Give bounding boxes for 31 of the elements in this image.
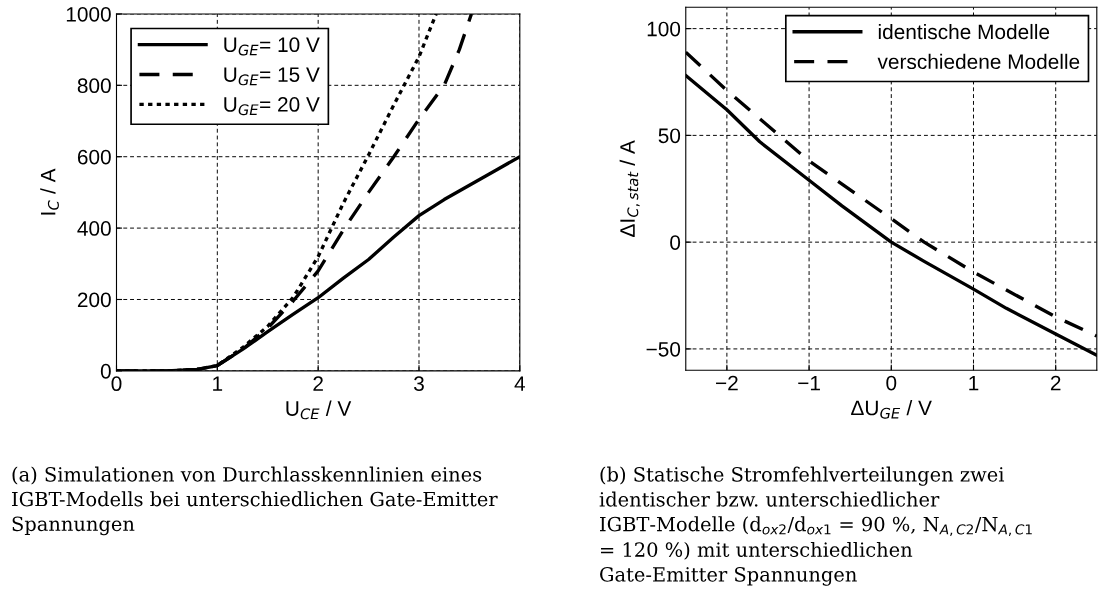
y-tick-label: 800 [77,78,111,94]
y-axis-title: ΔI$_{C,stat}$ / A [619,140,640,237]
y-tick-label: 600 [77,149,111,165]
x-tick-label: 2 [313,376,323,391]
x-tick-label: 3 [414,376,424,392]
y-tick-label: −50 [646,341,681,357]
legend-label: identische Modelle [878,23,1050,40]
x-axis-title: U$_{CE}$ / V [286,400,352,420]
x-tick-label: −1 [798,375,820,391]
y-tick-label: 200 [77,292,111,308]
legend-label: U$_{GE}$= 10 V [224,37,320,56]
legend-label: verschiedene Modelle [877,53,1080,70]
text: (b) Statische Stromfehlverteilungen zwei identischer bzw. unterschiedlicher IGBT-Modelle (d$_{ox2}$/d$_{ox1}$ = 90 %, N$_{A,C2}$/N$_{A,C1}$ = 120 %) mit unterschiedlichen Gate-Emitter Spannungen [599,466,1032,586]
text: (a) Simulationen von Durchlasskennlinien eines IGBT-Modells bei unterschiedlichen Gate-Emitter Spannungen [12,466,498,536]
y-tick-label: 400 [77,221,111,236]
x-tick-label: 0 [886,375,897,391]
x-axis-title: ΔU$_{GE}$ / V [851,399,932,419]
x-tick-label: 0 [111,376,122,392]
x-tick-label: 4 [514,376,526,391]
y-tick-label: 1000 [66,6,111,22]
y-tick-label: 100 [647,21,681,37]
x-tick-label: 2 [1050,375,1061,391]
y-tick-label: 50 [658,128,681,144]
x-tick-label: 1 [969,375,979,391]
y-axis-title: I$_{C}$ / A [40,168,59,215]
legend-label: U$_{GE}$= 15 V [224,67,320,86]
y-tick-label: 0 [100,363,111,379]
x-tick-label: −2 [716,375,738,391]
x-tick-label: 1 [213,376,223,391]
y-tick-label: 0 [670,235,681,250]
legend-label: U$_{GE}$= 20 V [224,97,320,116]
